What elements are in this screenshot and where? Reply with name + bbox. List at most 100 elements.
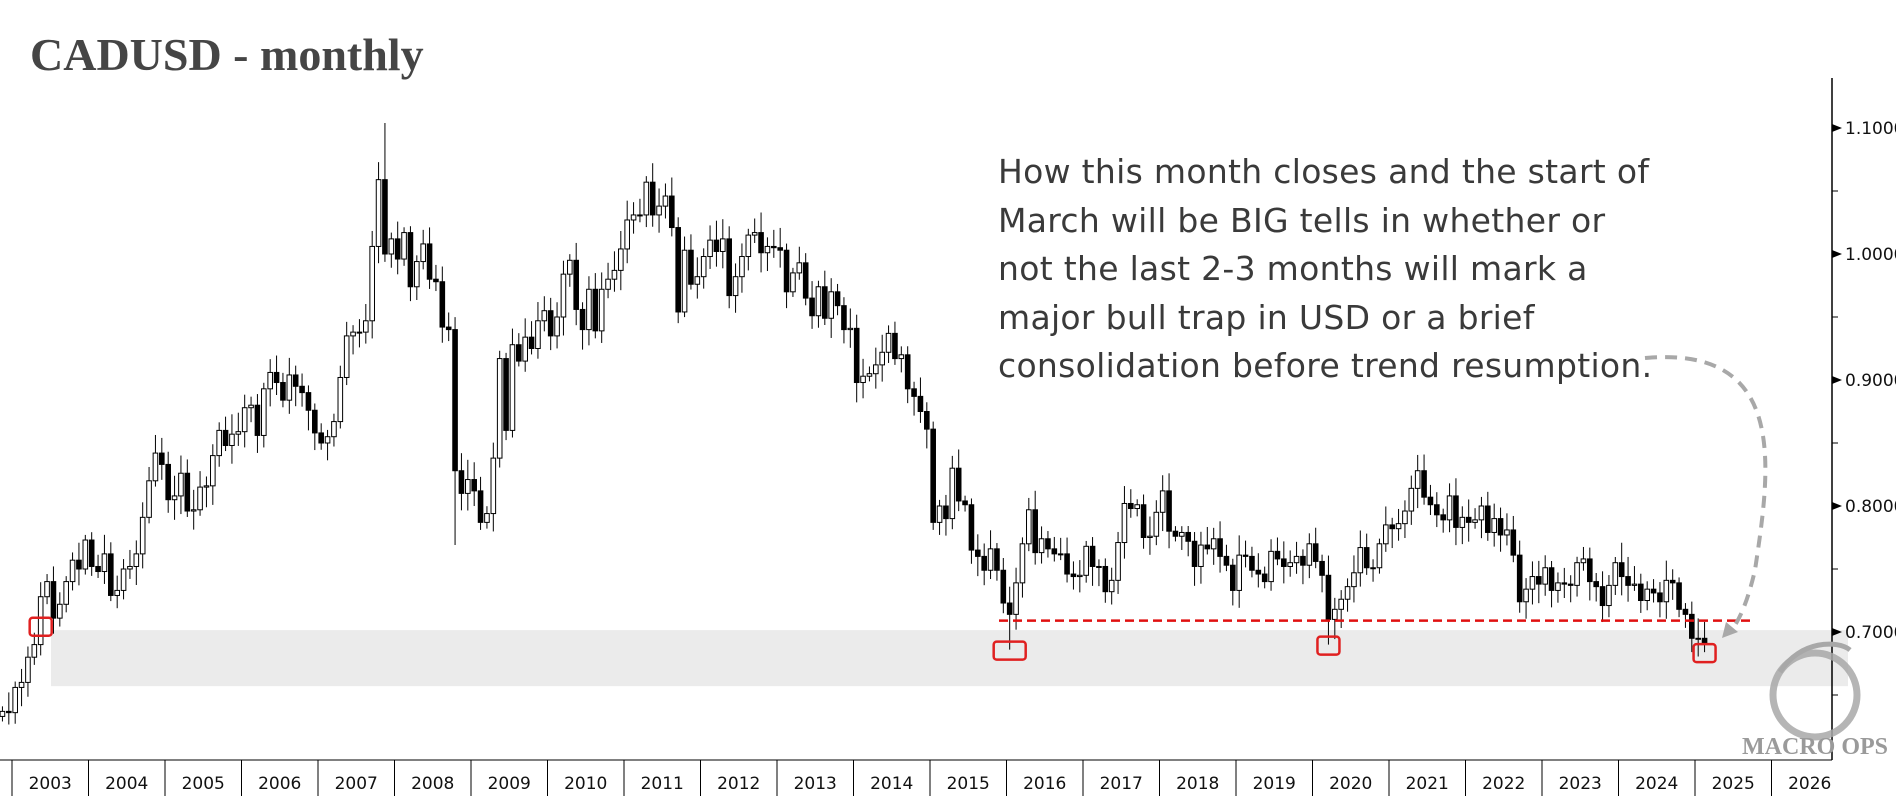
candle-down <box>579 308 586 331</box>
year-label: 2003 <box>29 774 72 794</box>
candle-down <box>1669 579 1676 584</box>
annotation-line: March will be BIG tells in whether or <box>998 200 1606 240</box>
candle-up <box>420 243 426 263</box>
candle-up <box>662 195 669 207</box>
candle-up <box>1332 608 1338 620</box>
candle-up <box>1383 524 1389 545</box>
candle-up <box>1580 558 1587 564</box>
highlight-box <box>1692 642 1717 664</box>
candle-down <box>1217 538 1223 557</box>
candle-up <box>363 320 369 333</box>
candle-down <box>1032 509 1038 554</box>
candle-up <box>1210 538 1217 550</box>
candle-up <box>1504 529 1510 536</box>
candle-down <box>299 385 305 394</box>
candle-up <box>350 331 356 337</box>
candle-up <box>1287 562 1293 567</box>
candle-up <box>69 559 76 583</box>
candle-down <box>305 392 312 411</box>
candle-down <box>528 336 535 350</box>
candle-up <box>535 320 541 349</box>
candle-down <box>853 327 860 384</box>
candle-down <box>1242 554 1249 557</box>
candle-up <box>624 219 630 250</box>
candle-down <box>592 288 599 332</box>
candle-down <box>458 470 465 494</box>
candle-down <box>1300 555 1306 566</box>
candle-down <box>1440 514 1446 521</box>
candle-down <box>452 329 458 472</box>
candle-down <box>573 259 579 310</box>
year-label: 2009 <box>488 774 531 794</box>
candle-up <box>987 548 994 571</box>
candle-down <box>165 463 171 501</box>
highlight-box <box>992 640 1027 661</box>
candle-down <box>88 539 95 567</box>
candle-up <box>1147 535 1153 538</box>
candle-up <box>127 565 133 570</box>
macro-ops-logo: MACRO OPS <box>1742 641 1888 760</box>
candle-up <box>496 358 503 459</box>
y-tick-marker <box>1832 502 1842 510</box>
candle-up <box>1478 505 1485 521</box>
candle-up <box>656 205 662 216</box>
candle-down <box>1281 558 1287 567</box>
candle-down <box>924 411 930 430</box>
candle-down <box>394 238 401 260</box>
candle-up <box>12 686 18 714</box>
candle-up <box>1408 487 1415 512</box>
candle-up <box>1344 586 1351 600</box>
candle-up <box>25 656 31 683</box>
candle-down <box>1676 582 1682 610</box>
candle-up <box>681 249 688 313</box>
candle-up <box>847 327 854 331</box>
candle-up <box>1555 582 1561 591</box>
y-tick-label: 1.1000 <box>1845 119 1896 139</box>
candle-up <box>1057 553 1064 556</box>
candle-up <box>1115 542 1121 581</box>
year-label: 2025 <box>1712 774 1755 794</box>
candle-up <box>1574 562 1580 586</box>
candle-up <box>866 373 873 377</box>
candle-down <box>1657 592 1663 603</box>
candle-down <box>809 297 815 317</box>
candle-up <box>241 407 248 433</box>
annotation-text: How this month closes and the start of M… <box>998 148 1718 391</box>
candle-up <box>146 480 152 518</box>
candle-up <box>732 276 739 297</box>
candle-up <box>598 288 605 332</box>
highlight-boxes <box>28 616 1717 664</box>
year-label: 2011 <box>641 774 684 794</box>
candle-down <box>254 404 261 436</box>
candle-down <box>1166 490 1172 532</box>
candle-up <box>490 457 497 515</box>
candle-down <box>1421 470 1427 498</box>
candle-down <box>834 291 841 307</box>
candle-up <box>860 375 866 384</box>
candle-down <box>1128 502 1134 510</box>
candle-up <box>1357 547 1364 574</box>
candle-up <box>1395 523 1402 530</box>
candle-up <box>57 603 63 619</box>
candle-up <box>815 286 822 317</box>
candle-down <box>95 565 101 573</box>
year-label: 2019 <box>1253 774 1296 794</box>
candle-up <box>337 376 344 423</box>
candle-up <box>1376 543 1383 569</box>
candle-up <box>1631 583 1638 586</box>
year-label: 2015 <box>947 774 990 794</box>
candle-up <box>63 581 69 605</box>
candle-up <box>885 332 892 353</box>
candle-up <box>560 273 567 318</box>
candle-up <box>190 509 197 512</box>
candle-down <box>892 332 898 360</box>
candle-up <box>1077 574 1083 578</box>
candle-down <box>649 181 656 216</box>
annotation-line: How this month closes and the start of <box>998 152 1650 191</box>
candle-down <box>292 374 299 387</box>
candle-up <box>879 351 885 366</box>
candle-down <box>159 452 165 465</box>
candle-up <box>1096 565 1102 568</box>
candle-up <box>1293 555 1300 564</box>
